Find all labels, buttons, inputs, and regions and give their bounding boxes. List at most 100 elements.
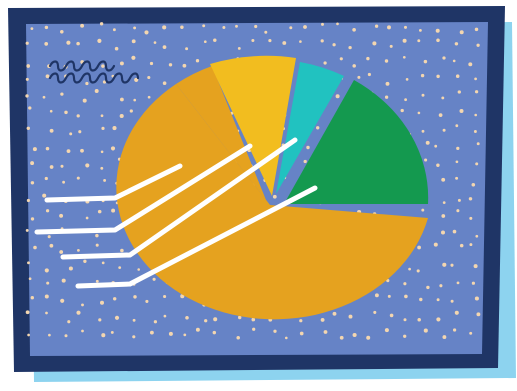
- callout-line-3: [60, 137, 298, 260]
- board-dot: [94, 89, 99, 93]
- board-dot: [426, 285, 430, 290]
- board-dot: [389, 44, 393, 48]
- board-dot: [442, 128, 446, 132]
- pie-slice-yellow: [210, 55, 296, 197]
- board-dot: [436, 38, 440, 43]
- board-dot: [30, 217, 35, 221]
- board-dot: [163, 314, 167, 318]
- board-dot: [133, 98, 137, 102]
- board-dot: [457, 90, 461, 94]
- board-dot: [110, 330, 114, 334]
- board-dot: [144, 30, 149, 35]
- board-dot: [213, 38, 217, 42]
- board-dot: [456, 281, 460, 285]
- board-dot: [450, 299, 454, 303]
- board-dot: [417, 39, 421, 43]
- board-dot: [118, 266, 122, 269]
- board-dot: [418, 28, 422, 32]
- board-dot: [459, 243, 464, 248]
- board-dot: [44, 294, 49, 299]
- board-dot: [110, 146, 116, 151]
- board-dot: [95, 279, 99, 283]
- board-dot: [97, 209, 102, 214]
- board-dot: [450, 263, 454, 267]
- board-dot: [132, 318, 136, 322]
- board-dot: [316, 126, 320, 130]
- callout-line-2: [34, 143, 253, 235]
- scribble-row-1: [48, 60, 116, 72]
- board-dot: [332, 43, 336, 47]
- board-dot: [459, 30, 464, 35]
- board-dot: [455, 74, 460, 78]
- board-dot: [423, 328, 428, 333]
- board-dot: [469, 331, 473, 335]
- board-dot: [476, 312, 481, 317]
- board-dot: [348, 45, 352, 50]
- board-dot: [119, 61, 124, 66]
- board-dot: [49, 128, 54, 133]
- board-dot: [441, 177, 446, 182]
- board-dot: [101, 333, 106, 338]
- board-dot: [114, 46, 119, 51]
- board-dot: [47, 235, 51, 239]
- board-dot: [476, 142, 480, 146]
- board-dot: [222, 26, 226, 29]
- board-dot: [469, 216, 473, 220]
- board-dot: [80, 148, 84, 153]
- board-dot: [441, 214, 446, 218]
- board-dot: [264, 30, 268, 34]
- pie-slice-large-orange: [116, 84, 428, 320]
- board-dot: [419, 297, 423, 302]
- pie-slice-teal: [276, 62, 344, 194]
- board-dot: [384, 328, 389, 333]
- board-dot: [182, 63, 187, 68]
- board-dot: [64, 110, 68, 115]
- board-dot: [474, 77, 477, 81]
- board-dot: [439, 284, 443, 288]
- board-dot: [387, 294, 391, 298]
- board-dot: [474, 113, 478, 117]
- board-dot: [252, 327, 256, 331]
- board-dot: [474, 90, 479, 94]
- board-dot: [284, 336, 288, 340]
- board-dot: [60, 30, 64, 34]
- board-dot: [76, 176, 80, 180]
- board-dot: [26, 198, 30, 203]
- board-dot: [101, 126, 105, 131]
- board-dot: [25, 228, 29, 232]
- board-dot: [131, 39, 136, 44]
- board-dot: [32, 147, 37, 152]
- board-dot: [180, 25, 184, 29]
- board-dot: [374, 293, 379, 298]
- board-dot: [44, 42, 49, 46]
- board-dot: [68, 266, 73, 271]
- board-dot: [67, 320, 71, 324]
- board-dot: [61, 278, 66, 283]
- board-dot: [366, 56, 370, 61]
- board-dot: [195, 327, 200, 332]
- board-dot: [404, 98, 407, 102]
- board-dot: [404, 294, 408, 299]
- board-dot: [147, 75, 151, 80]
- board-dot: [202, 24, 206, 28]
- board-dot: [120, 97, 124, 102]
- board-dot: [137, 268, 140, 271]
- board-dot: [30, 161, 35, 166]
- board-dot: [33, 245, 37, 250]
- board-dot: [425, 140, 430, 145]
- board-dot: [436, 74, 440, 79]
- board-dot: [49, 109, 53, 113]
- board-dot: [320, 39, 324, 43]
- board-dot: [49, 243, 54, 248]
- board-dot: [28, 106, 32, 110]
- board-dot: [321, 22, 324, 26]
- board-dot: [352, 64, 356, 68]
- board-dot: [289, 26, 293, 30]
- board-dot: [405, 78, 409, 81]
- board-dot: [385, 81, 390, 86]
- callout-line-1: [44, 163, 183, 203]
- board-dot: [111, 208, 116, 213]
- board-dot: [133, 295, 137, 299]
- board-dot: [476, 43, 480, 47]
